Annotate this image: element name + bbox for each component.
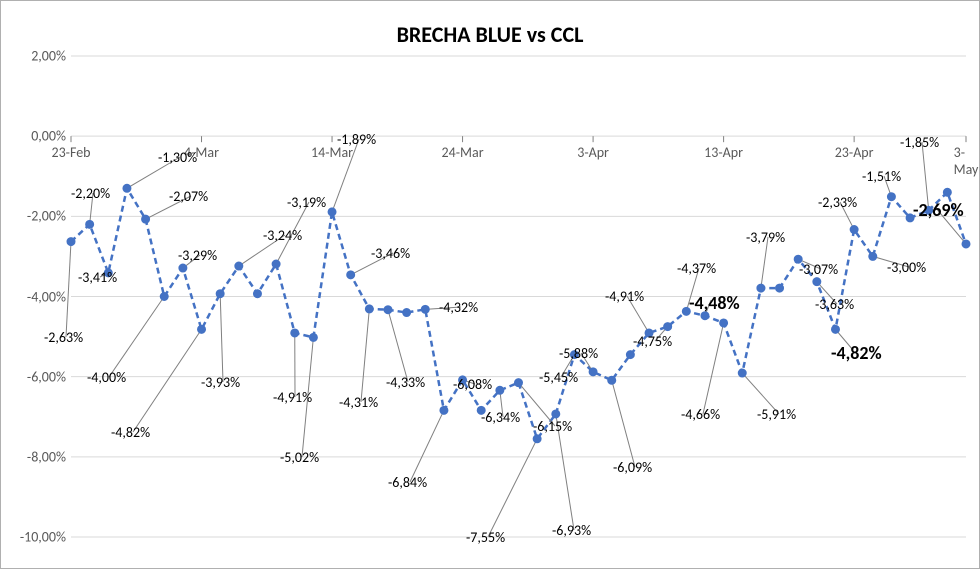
data-marker — [720, 319, 728, 327]
data-label: -6,15% — [533, 420, 572, 434]
data-marker — [943, 188, 951, 196]
data-marker — [496, 386, 504, 394]
data-marker — [347, 271, 355, 279]
data-marker — [253, 290, 261, 298]
data-marker — [626, 351, 634, 359]
y-tick-label: -10,00% — [6, 529, 66, 546]
data-label: -3,79% — [746, 231, 785, 245]
data-marker — [291, 329, 299, 337]
data-marker — [86, 220, 94, 228]
data-marker — [440, 406, 448, 414]
data-label: -3,19% — [287, 196, 326, 210]
data-label: -3,63% — [815, 298, 854, 312]
data-label: -4,37% — [677, 262, 716, 276]
data-marker — [198, 325, 206, 333]
data-label: -1,30% — [158, 151, 197, 165]
data-label: -4,33% — [386, 376, 425, 390]
data-marker — [216, 290, 224, 298]
data-marker — [67, 238, 75, 246]
data-marker — [887, 193, 895, 201]
data-label: -4,66% — [681, 408, 720, 422]
data-label: -6,09% — [613, 461, 652, 475]
data-marker — [850, 226, 858, 234]
data-label: -5,02% — [280, 451, 319, 465]
data-label: -3,24% — [263, 229, 302, 243]
x-tick-label: 13-Apr — [704, 144, 743, 161]
data-label: -7,55% — [466, 531, 505, 545]
data-label: -5,88% — [559, 347, 598, 361]
data-marker — [962, 240, 970, 248]
data-marker — [589, 368, 597, 376]
data-label: -2,63% — [44, 331, 83, 345]
x-tick-label: 3-May — [954, 144, 979, 178]
data-marker — [142, 215, 150, 223]
data-marker — [608, 376, 616, 384]
data-label: -2,33% — [818, 196, 857, 210]
data-label: -3,46% — [371, 247, 410, 261]
x-tick-label: 24-Mar — [442, 144, 484, 161]
data-label: -2,20% — [71, 187, 110, 201]
data-marker — [123, 184, 131, 192]
data-label: -3,41% — [78, 271, 117, 285]
data-label: -4,00% — [87, 371, 126, 385]
data-marker — [738, 369, 746, 377]
data-label: -4,82% — [111, 426, 150, 440]
data-marker — [813, 278, 821, 286]
data-marker — [776, 284, 784, 292]
data-label: -6,84% — [388, 476, 427, 490]
data-marker — [515, 379, 523, 387]
data-marker — [235, 262, 243, 270]
data-label: -6,93% — [552, 524, 591, 538]
data-label: -3,93% — [201, 376, 240, 390]
data-marker — [365, 305, 373, 313]
data-label: -2,07% — [169, 190, 208, 204]
data-label: -3,00% — [887, 261, 926, 275]
chart-container: BRECHA BLUE vs CCL -10,00%-8,00%-6,00%-4… — [0, 0, 980, 569]
chart-series — [1, 1, 980, 570]
data-label: -4,75% — [633, 335, 672, 349]
data-marker — [664, 323, 672, 331]
data-marker — [328, 208, 336, 216]
data-label: -4,91% — [273, 391, 312, 405]
data-marker — [831, 325, 839, 333]
data-marker — [309, 333, 317, 341]
y-tick-label: -4,00% — [6, 288, 66, 305]
data-label: -5,91% — [757, 408, 796, 422]
data-marker — [757, 284, 765, 292]
x-tick-label: 23-Apr — [835, 144, 874, 161]
data-marker — [160, 293, 168, 301]
data-marker — [179, 264, 187, 272]
data-label: -2,69% — [913, 201, 964, 219]
x-tick-label: 3-Apr — [577, 144, 609, 161]
data-marker — [403, 309, 411, 317]
data-label: -4,91% — [605, 290, 644, 304]
data-marker — [552, 410, 560, 418]
x-tick-label: 23-Feb — [51, 144, 90, 161]
data-marker — [384, 306, 392, 314]
data-label: -4,82% — [831, 344, 882, 362]
data-label: -3,07% — [799, 263, 838, 277]
data-label: -5,45% — [539, 371, 578, 385]
data-label: -4,32% — [439, 301, 478, 315]
data-marker — [869, 252, 877, 260]
data-label: -1,85% — [900, 136, 939, 150]
data-label: -6,08% — [453, 378, 492, 392]
data-label: -3,29% — [178, 249, 217, 263]
data-label: -4,48% — [689, 294, 740, 312]
data-label: -1,89% — [337, 133, 376, 147]
y-tick-label: -6,00% — [6, 368, 66, 385]
data-marker — [421, 305, 429, 313]
y-tick-label: 2,00% — [6, 48, 66, 65]
y-tick-label: -8,00% — [6, 448, 66, 465]
data-marker — [272, 260, 280, 268]
data-label: -1,51% — [862, 170, 901, 184]
y-tick-label: 0,00% — [6, 128, 66, 145]
data-label: -4,31% — [339, 396, 378, 410]
data-marker — [533, 435, 541, 443]
data-label: -6,34% — [481, 411, 520, 425]
y-tick-label: -2,00% — [6, 208, 66, 225]
